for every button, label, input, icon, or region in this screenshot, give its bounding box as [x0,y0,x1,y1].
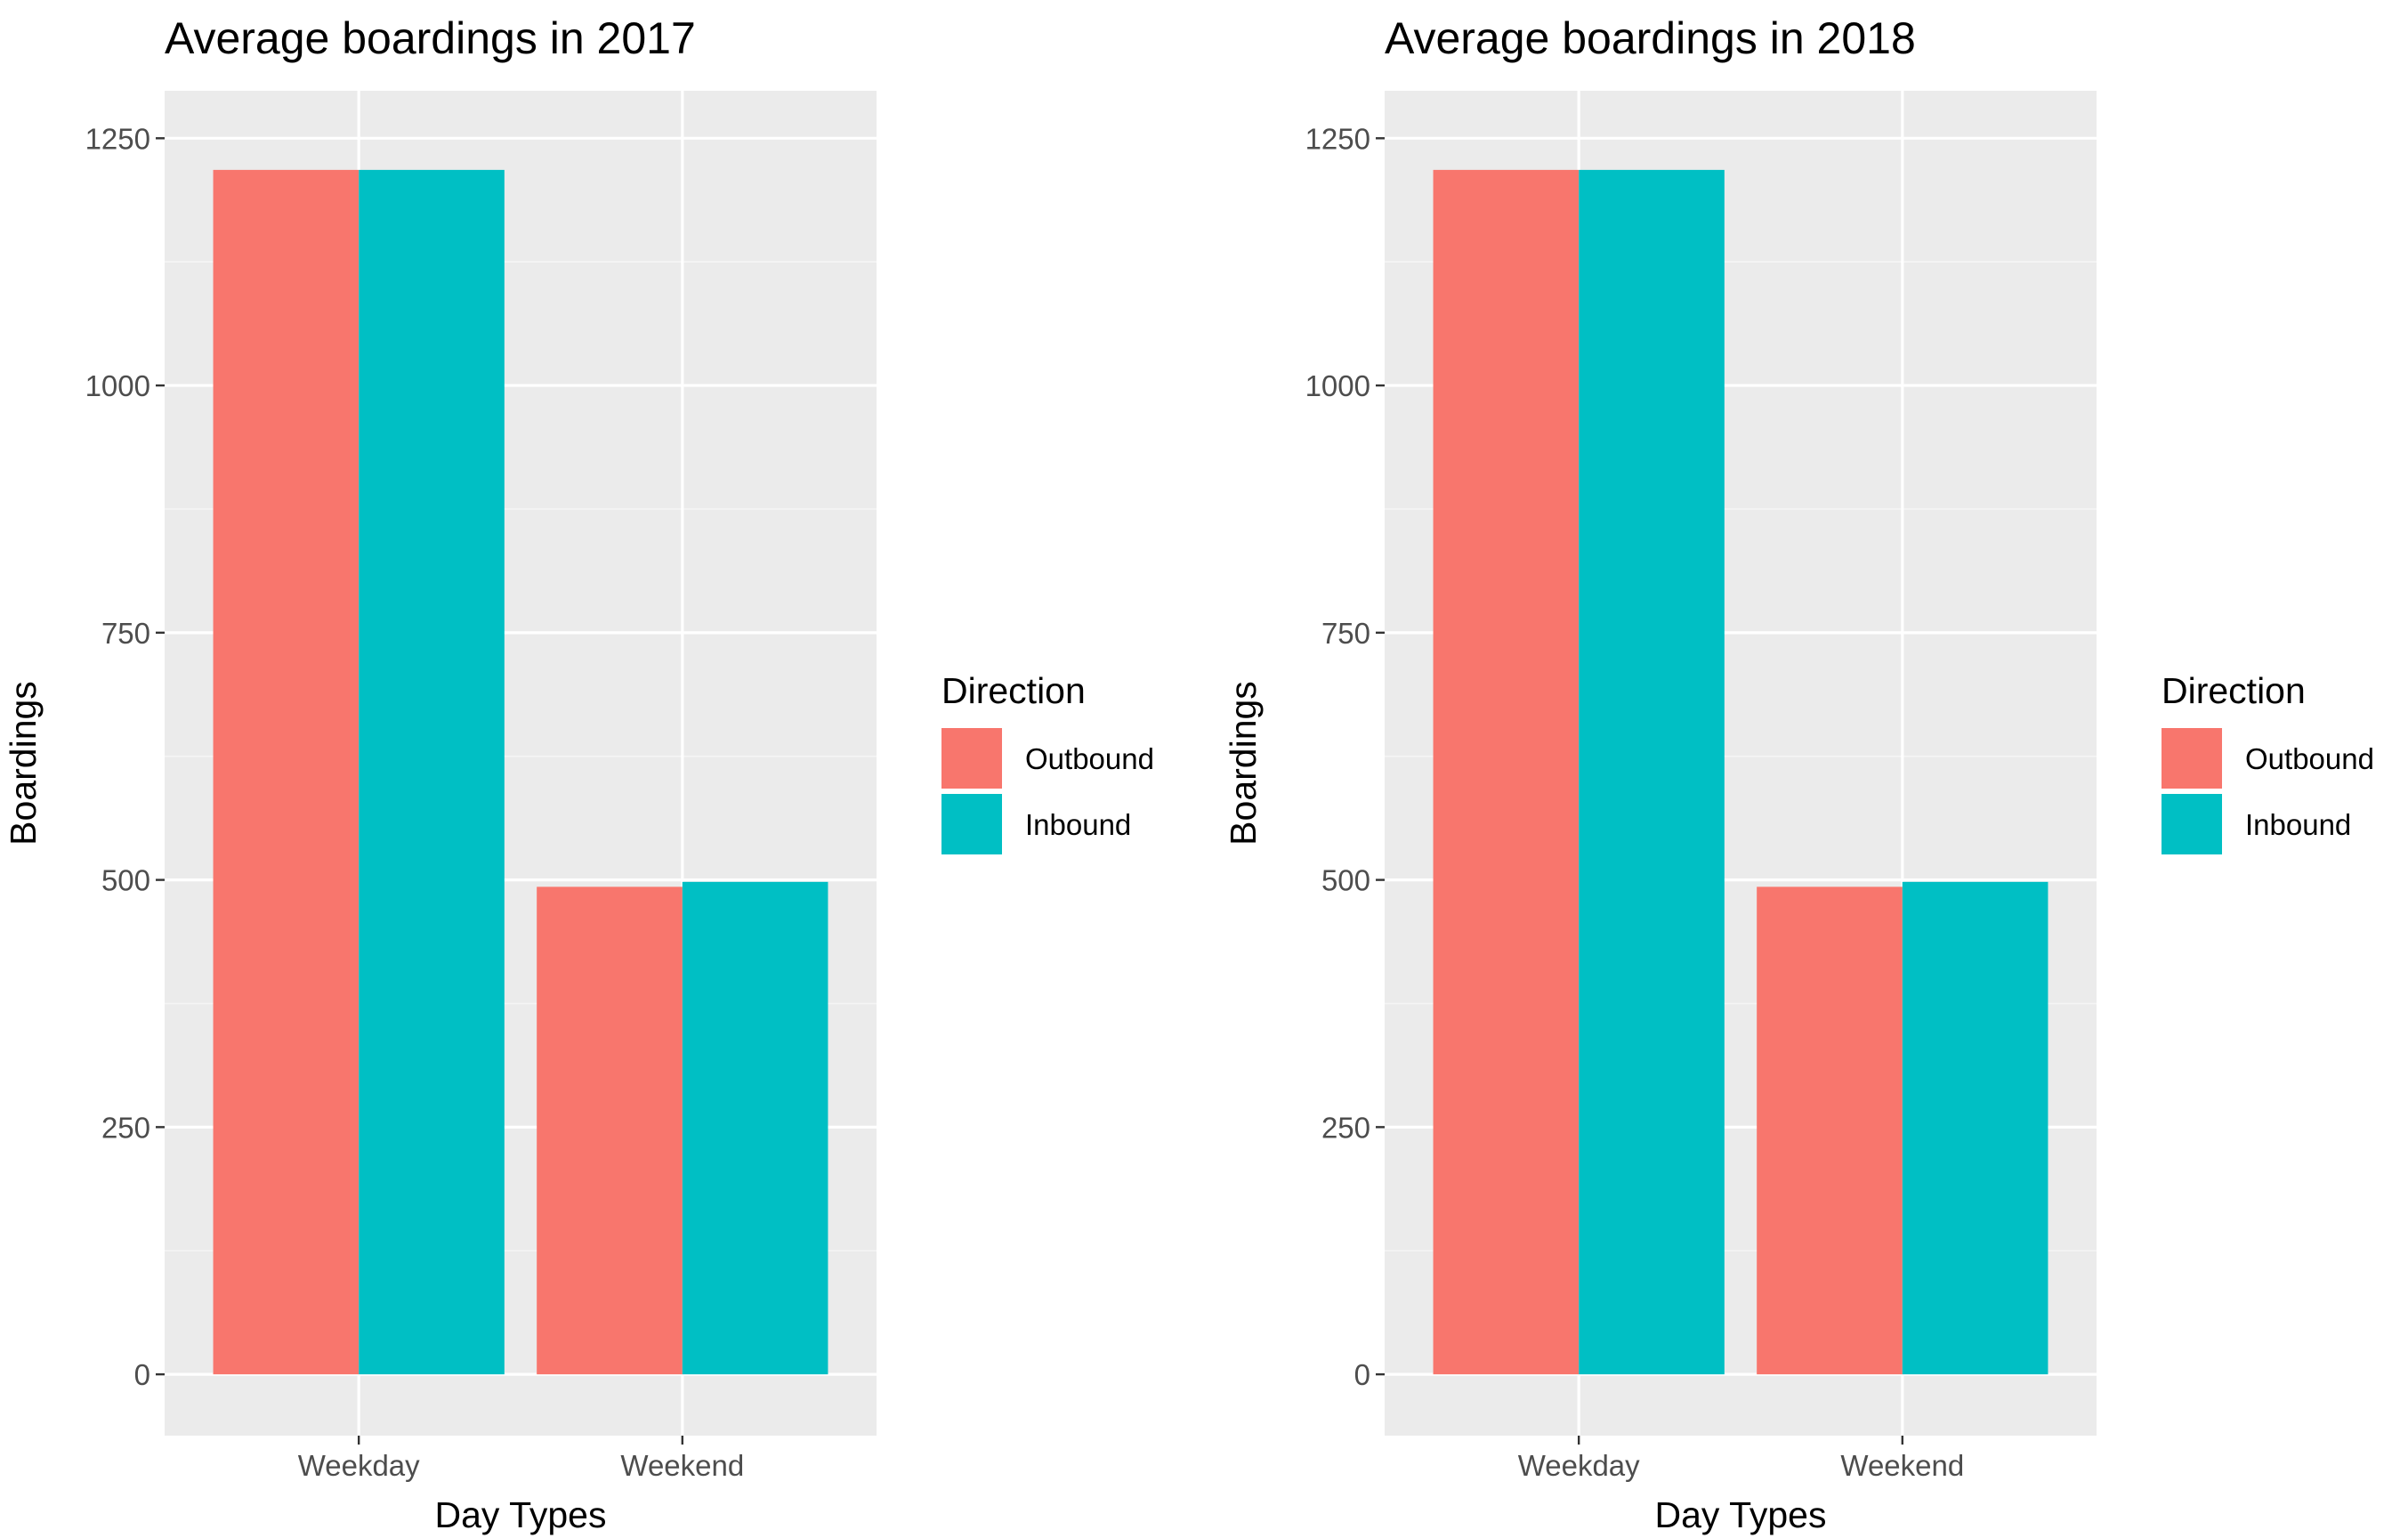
legend-label-outbound: Outbound [1025,742,1154,775]
legend-key-inbound [941,794,1002,854]
bar-outbound-weekend [537,886,683,1375]
y-tick-label: 1000 [1305,369,1370,402]
y-tick-label: 0 [134,1358,150,1391]
legend-key-outbound [2162,728,2222,789]
x-tick-label: Weekend [620,1449,744,1482]
chart-title: Average boardings in 2018 [1385,13,1916,63]
bar-inbound-weekday [1579,169,1725,1375]
y-tick-label: 750 [101,617,150,650]
legend-key-inbound [2162,794,2222,854]
x-axis-title: Day Types [1655,1494,1827,1535]
x-tick-label: Weekday [298,1449,420,1482]
bar-outbound-weekend [1757,886,1903,1375]
bar-outbound-weekday [213,169,360,1375]
y-tick-label: 750 [1321,617,1370,650]
chart-title: Average boardings in 2017 [165,13,696,63]
y-tick-label: 1000 [85,369,150,402]
x-tick-label: Weekend [1840,1449,1964,1482]
bar-inbound-weekend [682,881,828,1375]
y-axis-title: Boardings [3,681,44,846]
y-tick-label: 1250 [85,122,150,155]
legend-label-inbound: Inbound [2245,808,2351,841]
y-tick-label: 0 [1354,1358,1370,1391]
legend-label-outbound: Outbound [2245,742,2374,775]
x-tick-label: Weekday [1518,1449,1640,1482]
y-axis-title: Boardings [1223,681,1264,846]
legend-key-outbound [941,728,1002,789]
y-tick-label: 250 [1321,1111,1370,1144]
bar-inbound-weekend [1902,881,2048,1375]
y-tick-label: 500 [1321,864,1370,897]
legend-label-inbound: Inbound [1025,808,1131,841]
bar-outbound-weekday [1433,169,1580,1375]
legend-title: Direction [2162,670,2306,711]
x-axis-title: Day Types [435,1494,607,1535]
y-tick-label: 250 [101,1111,150,1144]
legend-title: Direction [941,670,1086,711]
chart-2017: 0 250 500 750 1000 1250 Weekday Weekend Average … [3,13,1154,1535]
bar-inbound-weekday [359,169,505,1375]
y-tick-label: 500 [101,864,150,897]
y-tick-label: 1250 [1305,122,1370,155]
chart-2018: 0 250 500 750 1000 1250 Weekday Weekend Average … [1223,13,2374,1535]
